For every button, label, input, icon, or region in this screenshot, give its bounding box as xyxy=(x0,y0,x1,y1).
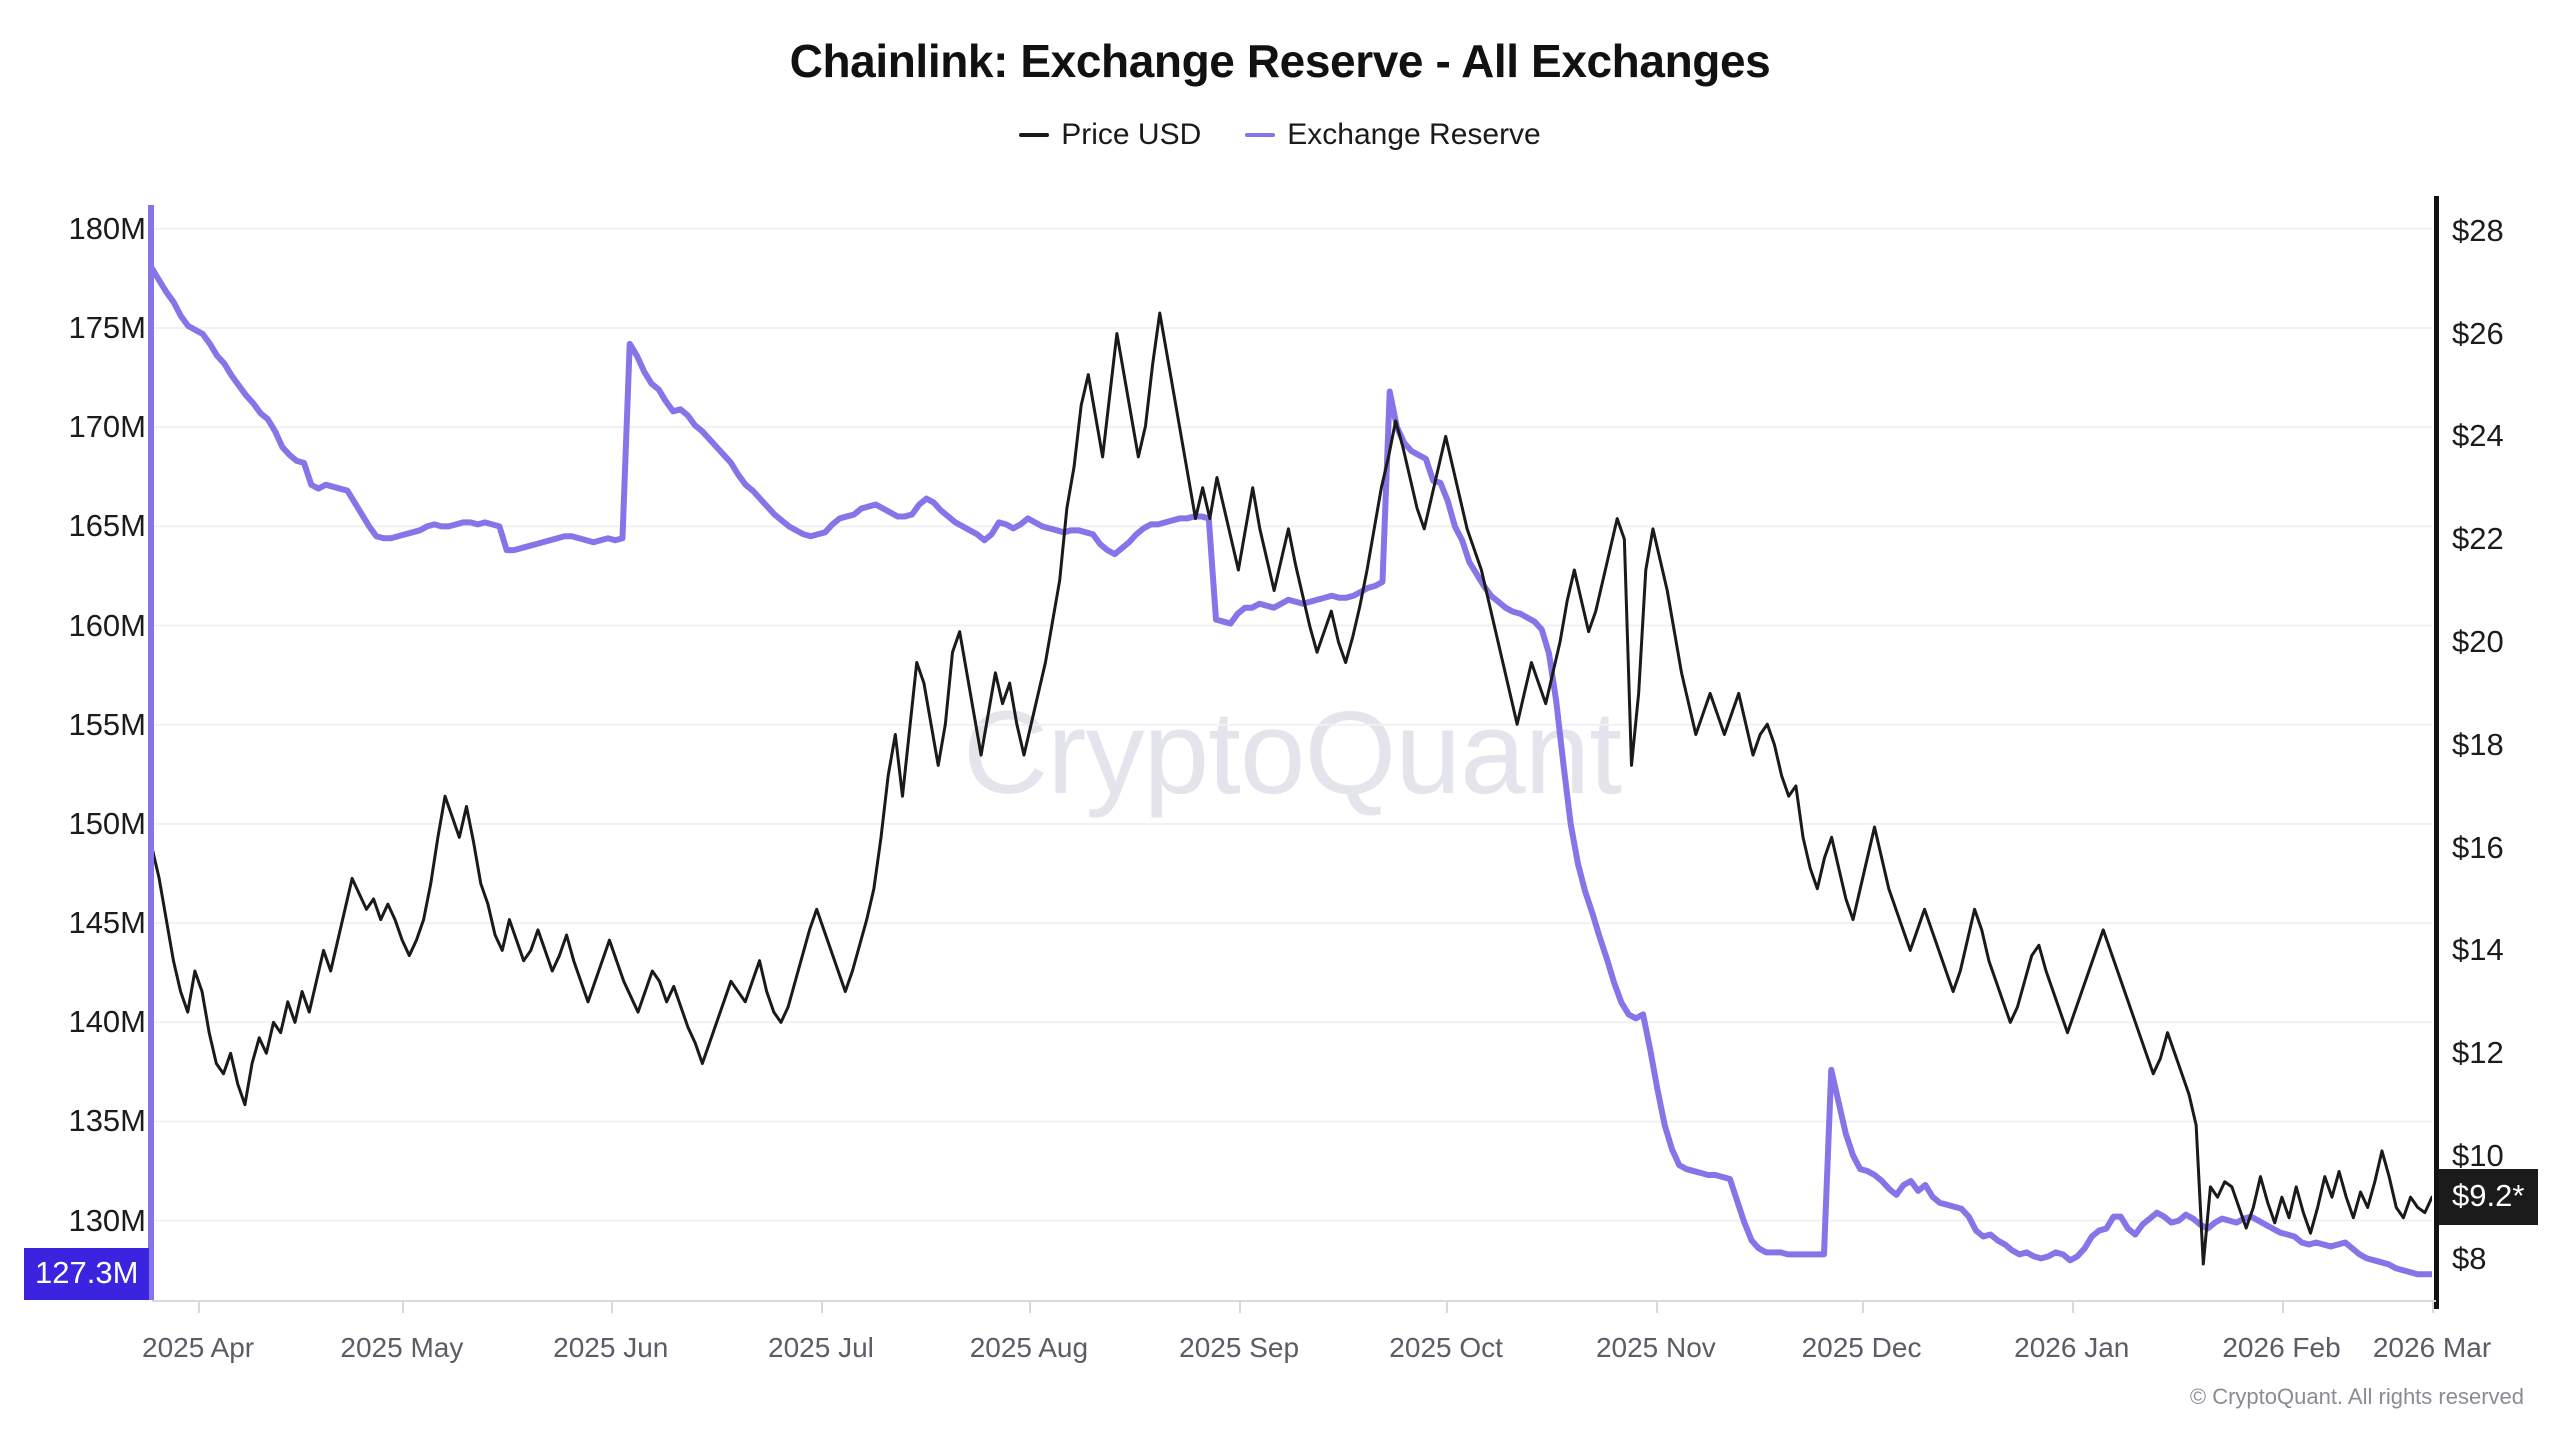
copyright-credit: © CryptoQuant. All rights reserved xyxy=(2189,1384,2524,1409)
right-axis-tick-label: $14 xyxy=(2452,932,2504,968)
left-axis-spine xyxy=(148,205,154,1300)
right-axis-tick-label: $10 xyxy=(2452,1138,2504,1174)
left-axis-tick-label: 175M xyxy=(68,309,146,345)
x-axis-tick-mark xyxy=(820,1300,823,1313)
x-axis-tick-label: 2025 Apr xyxy=(141,1332,255,1363)
legend-swatch-exchange-reserve xyxy=(1245,133,1276,137)
x-axis-tick-mark xyxy=(1446,1300,1449,1313)
x-axis-tick-label: 2025 Nov xyxy=(1595,1332,1716,1363)
legend-label-exchange-reserve: Exchange Reserve xyxy=(1287,118,1541,151)
right-axis-current-value-badge: $9.2* xyxy=(2439,1169,2539,1226)
right-axis-tick-label: $18 xyxy=(2452,726,2504,762)
x-axis-tick-label: 2025 Aug xyxy=(969,1332,1089,1363)
page-title: Chainlink: Exchange Reserve - All Exchan… xyxy=(789,35,1771,87)
x-axis-tick-mark xyxy=(1239,1300,1242,1313)
right-axis-tick-label: $8 xyxy=(2452,1240,2487,1276)
left-axis-tick-label: 130M xyxy=(68,1202,146,1238)
left-axis-tick-label: 180M xyxy=(68,210,146,246)
plot-area: CryptoQuant xyxy=(152,205,2432,1300)
left-axis-tick-label: 145M xyxy=(68,905,146,941)
legend-item-exchange-reserve[interactable]: Exchange Reserve xyxy=(1245,118,1541,152)
right-axis-tick-label: $28 xyxy=(2452,212,2504,248)
x-axis-tick-label: 2025 Jul xyxy=(768,1332,874,1363)
left-axis-tick-label: 160M xyxy=(68,607,146,643)
x-axis-tick-mark xyxy=(1655,1300,1658,1313)
right-axis-tick-label: $20 xyxy=(2452,623,2504,659)
line-price-usd xyxy=(152,311,2432,1266)
x-axis-tick-mark xyxy=(610,1300,613,1313)
x-axis-tick-label: 2026 Mar xyxy=(2372,1332,2492,1363)
x-axis-tick-mark xyxy=(1028,1300,1031,1313)
series-canvas xyxy=(152,227,2432,1278)
right-axis-tick-label: $26 xyxy=(2452,315,2504,351)
left-axis-tick-label: 155M xyxy=(68,706,146,742)
x-axis-tick-mark xyxy=(1861,1300,1864,1313)
left-axis-tick-label: 170M xyxy=(68,409,146,445)
legend-item-price-usd[interactable]: Price USD xyxy=(1019,118,1201,152)
right-axis-tick-label: $24 xyxy=(2452,418,2504,454)
left-axis-tick-label: 140M xyxy=(68,1004,146,1040)
x-axis-tick-label: 2026 Jan xyxy=(2014,1332,2130,1363)
chart-legend: Price USD Exchange Reserve xyxy=(0,118,2560,152)
x-axis-tick-mark xyxy=(2432,1300,2434,1313)
legend-swatch-price-usd xyxy=(1019,133,1050,137)
left-axis-tick-label: 165M xyxy=(68,508,146,544)
x-axis-tick-mark xyxy=(198,1300,201,1313)
x-axis-tick-label: 2025 Dec xyxy=(1801,1332,1922,1363)
x-axis-tick-label: 2025 Oct xyxy=(1389,1332,1503,1363)
right-axis-spine xyxy=(2434,196,2439,1309)
left-axis-tick-label: 150M xyxy=(68,805,146,841)
x-axis-tick-mark xyxy=(2071,1300,2074,1313)
right-axis-tick-label: $22 xyxy=(2452,521,2504,557)
x-axis-tick-mark xyxy=(2281,1300,2284,1313)
left-axis-tick-label: 135M xyxy=(68,1103,146,1139)
right-axis-tick-label: $16 xyxy=(2452,829,2504,865)
x-axis-tick-label: 2025 Jun xyxy=(553,1332,669,1363)
x-axis-tick-label: 2025 May xyxy=(340,1332,464,1363)
left-axis-current-value-badge: 127.3M xyxy=(24,1248,150,1301)
x-axis-tick-label: 2025 Sep xyxy=(1179,1332,1300,1363)
x-axis-line xyxy=(152,1300,2436,1302)
line-exchange-reserve xyxy=(152,265,2432,1278)
legend-label-price-usd: Price USD xyxy=(1061,118,1202,151)
x-axis-tick-label: 2026 Feb xyxy=(2222,1332,2341,1363)
gridlines xyxy=(152,227,2432,1222)
x-axis-tick-mark xyxy=(401,1300,404,1313)
right-axis-tick-label: $12 xyxy=(2452,1035,2504,1071)
